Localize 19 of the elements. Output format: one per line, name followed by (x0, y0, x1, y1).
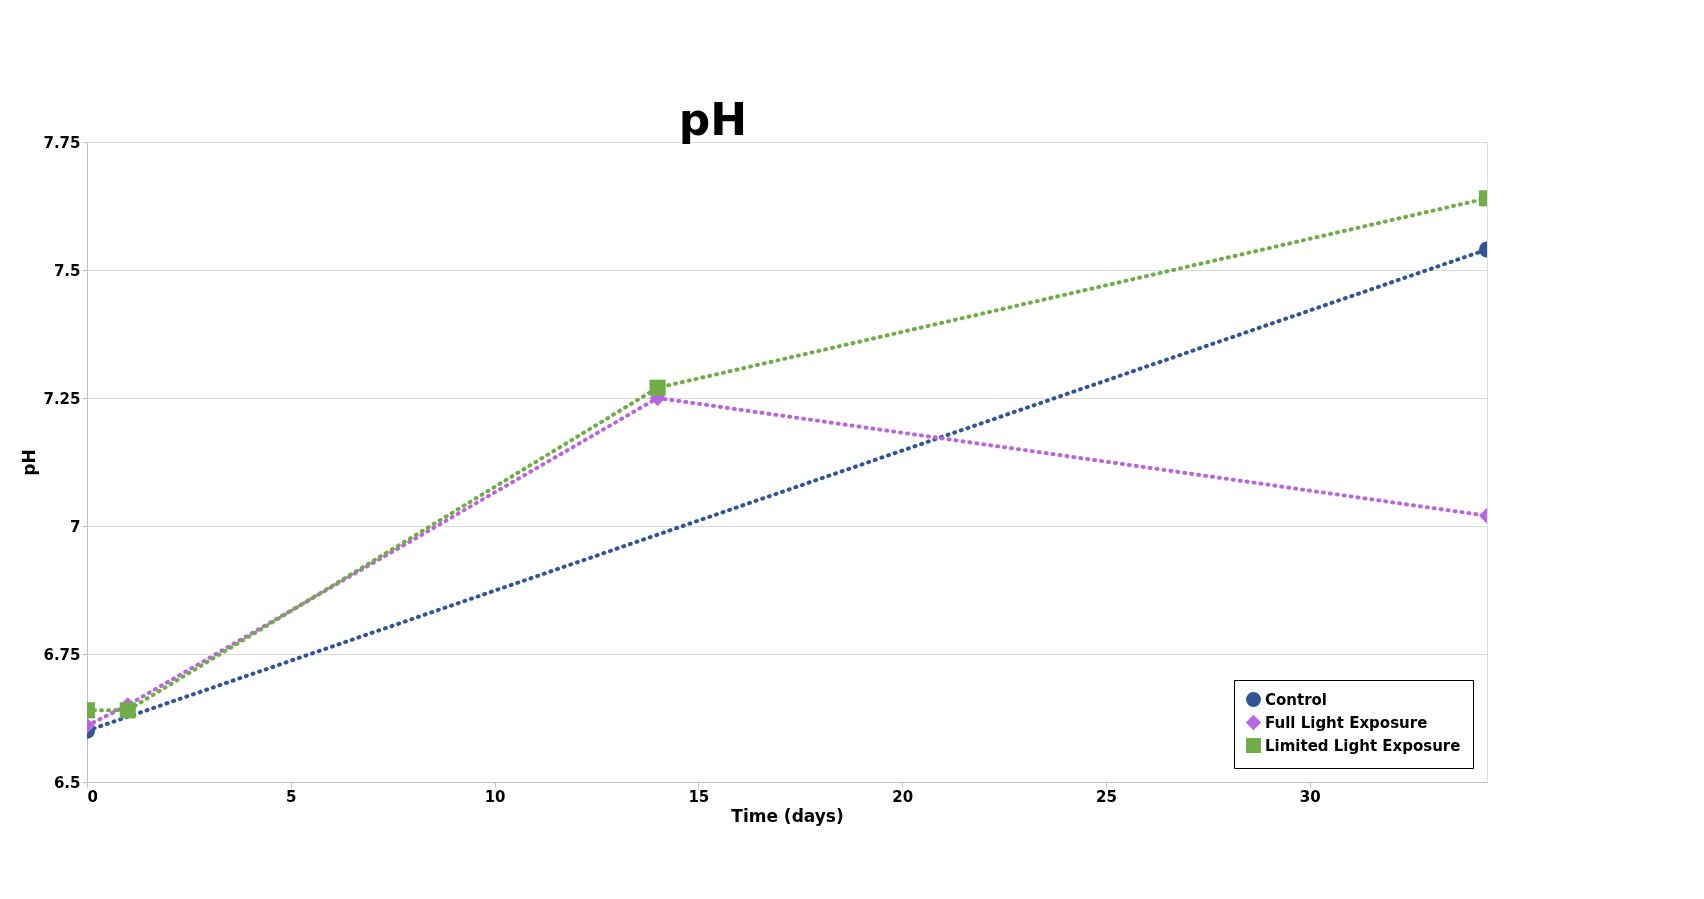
legend-label: Control (1265, 690, 1328, 709)
y-axis-title: pH (19, 449, 40, 476)
legend-label: Limited Light Exposure (1265, 736, 1461, 755)
x-axis-title: Time (days) (731, 805, 844, 826)
y-tick-label: 7.5 (53, 261, 81, 280)
y-tick-label: 6.5 (53, 773, 81, 792)
x-tick-label: 10 (484, 787, 506, 806)
legend-label: Full Light Exposure (1265, 713, 1428, 732)
x-tick-label: 20 (892, 787, 914, 806)
y-tick-label: 6.75 (43, 645, 81, 664)
x-tick-label: 0 (87, 787, 98, 806)
x-tick-label: 15 (688, 787, 710, 806)
x-tick-label: 25 (1095, 787, 1117, 806)
y-tick-label: 7.75 (43, 133, 81, 152)
y-tick-label: 7.25 (43, 389, 81, 408)
x-tick-label: 5 (286, 787, 297, 806)
chart-title: pH (678, 94, 748, 145)
x-tick-label: 30 (1299, 787, 1321, 806)
y-tick-label: 7 (70, 517, 81, 536)
